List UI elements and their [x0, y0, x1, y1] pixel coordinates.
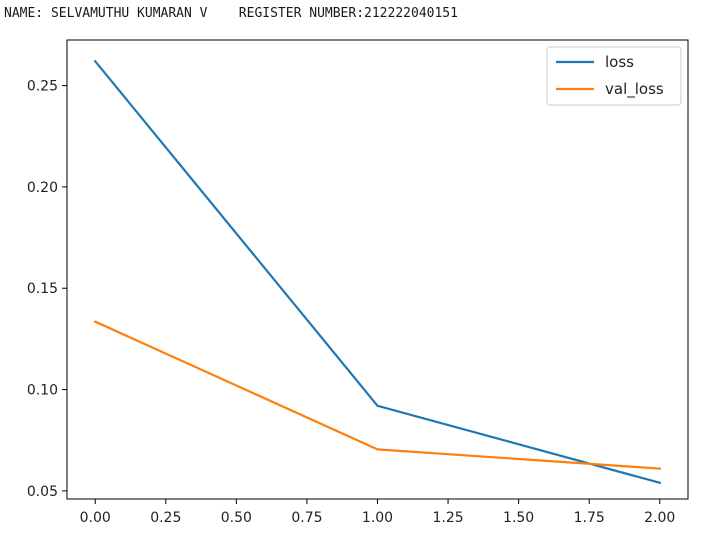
legend-label-val-loss: val_loss: [605, 80, 664, 99]
x-tick-label: 1.75: [574, 510, 605, 526]
y-tick-label: 0.20: [27, 180, 58, 196]
x-tick-label: 1.50: [503, 510, 534, 526]
chart-marks: [93, 59, 662, 485]
series-line-loss: [93, 59, 662, 485]
plot-frame: [66, 39, 689, 500]
x-tick-label: 1.00: [362, 510, 393, 526]
y-tick-label: 0.10: [27, 383, 58, 399]
y-tick-label: 0.25: [27, 79, 58, 95]
chart-legend: loss val_loss: [546, 46, 682, 106]
x-tick-label: 0.50: [221, 510, 252, 526]
x-tick-label: 2.00: [644, 510, 675, 526]
legend-label-loss: loss: [605, 53, 634, 71]
y-tick-label: 0.15: [27, 281, 58, 297]
x-tick-label: 0.75: [291, 510, 322, 526]
series-line-val-loss: [93, 320, 661, 470]
chart-axes: 0.00 0.25 0.50 0.75 1.00 1.25 1.50 1.75 2.00 0.05…: [27, 79, 676, 526]
x-tick-label: 0.25: [150, 510, 181, 526]
page-header: NAME: SELVAMUTHU KUMARAN V REGISTER NUMB…: [4, 6, 458, 21]
x-tick-label: 1.25: [432, 510, 463, 526]
x-tick-label: 0.00: [80, 510, 111, 526]
y-tick-label: 0.05: [27, 484, 58, 500]
